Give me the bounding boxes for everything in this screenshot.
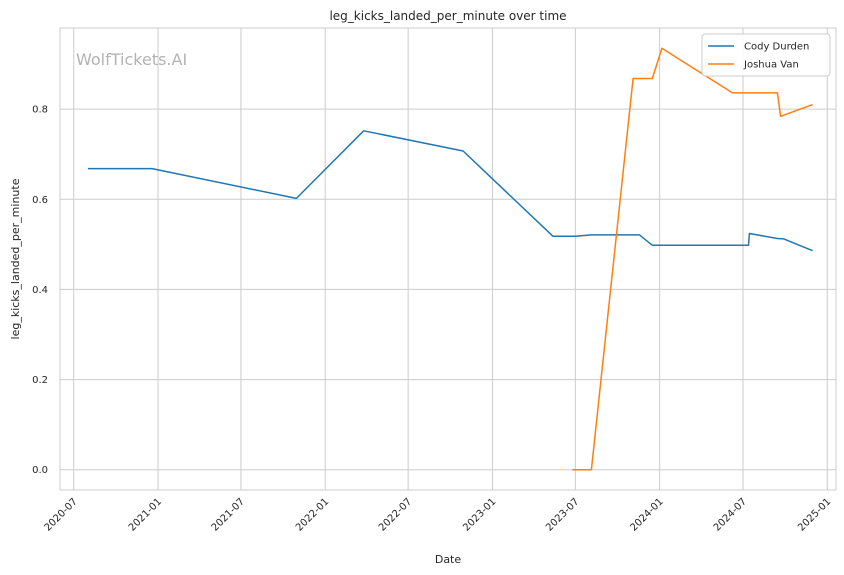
legend: Cody Durden Joshua Van: [701, 33, 831, 77]
legend-box: [701, 33, 831, 77]
y-tick-label: 0.2: [32, 375, 48, 386]
y-tick-label: 0.8: [32, 105, 48, 116]
series-line-2: [572, 47, 813, 471]
series-line-1: [87, 130, 813, 252]
legend-label: Cody Durden: [744, 42, 809, 53]
grid: [60, 28, 836, 490]
series-layer: [87, 47, 813, 471]
y-tick-label: 0.6: [32, 195, 48, 206]
y-axis-label: leg_kicks_landed_per_minute: [9, 178, 22, 339]
chart-title: leg_kicks_landed_per_minute over time: [329, 9, 566, 23]
watermark: WolfTickets.AI: [76, 50, 187, 69]
y-axis-ticks: 0.0 0.2 0.4 0.6 0.8: [32, 105, 48, 477]
x-axis-label: Date: [435, 553, 462, 566]
plot-frame: [59, 27, 837, 491]
y-tick-label: 0.4: [32, 285, 48, 296]
y-tick-label: 0.0: [32, 465, 48, 476]
legend-label: Joshua Van: [743, 60, 799, 71]
